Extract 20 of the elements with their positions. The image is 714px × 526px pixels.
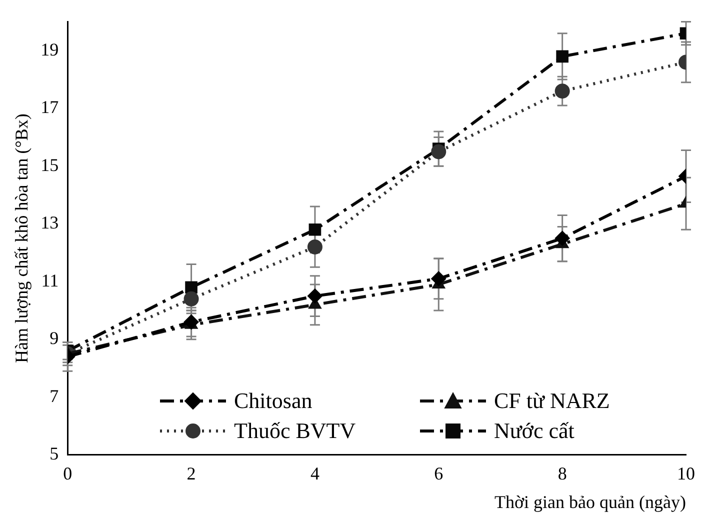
x-tick-label: 6 (434, 463, 444, 484)
legend-label: Thuốc BVTV (234, 418, 356, 444)
x-tick-label: 8 (558, 463, 567, 484)
y-tick-label: 13 (40, 212, 59, 233)
x-axis-title: Thời gian bảo quản (ngày) (494, 492, 686, 512)
y-axis-title: Hàm lượng chất khô hòa tan (°Bx) (12, 114, 32, 364)
x-tick-label: 2 (186, 463, 196, 484)
y-tick-label: 17 (40, 97, 59, 118)
y-tick-label: 15 (40, 154, 59, 175)
y-tick-label: 19 (40, 39, 59, 60)
y-tick-label: 9 (50, 328, 59, 348)
legend-label: Nước cất (494, 418, 574, 444)
legend-label: Chitosan (234, 388, 312, 414)
legend-label: CF từ NARZ (494, 388, 610, 414)
y-tick-label: 7 (50, 386, 59, 406)
x-tick-label: 4 (310, 463, 320, 484)
y-tick-label: 11 (41, 270, 59, 290)
x-tick-label: 0 (63, 463, 72, 484)
x-tick-label: 10 (677, 463, 695, 484)
y-tick-label: 5 (50, 444, 59, 464)
